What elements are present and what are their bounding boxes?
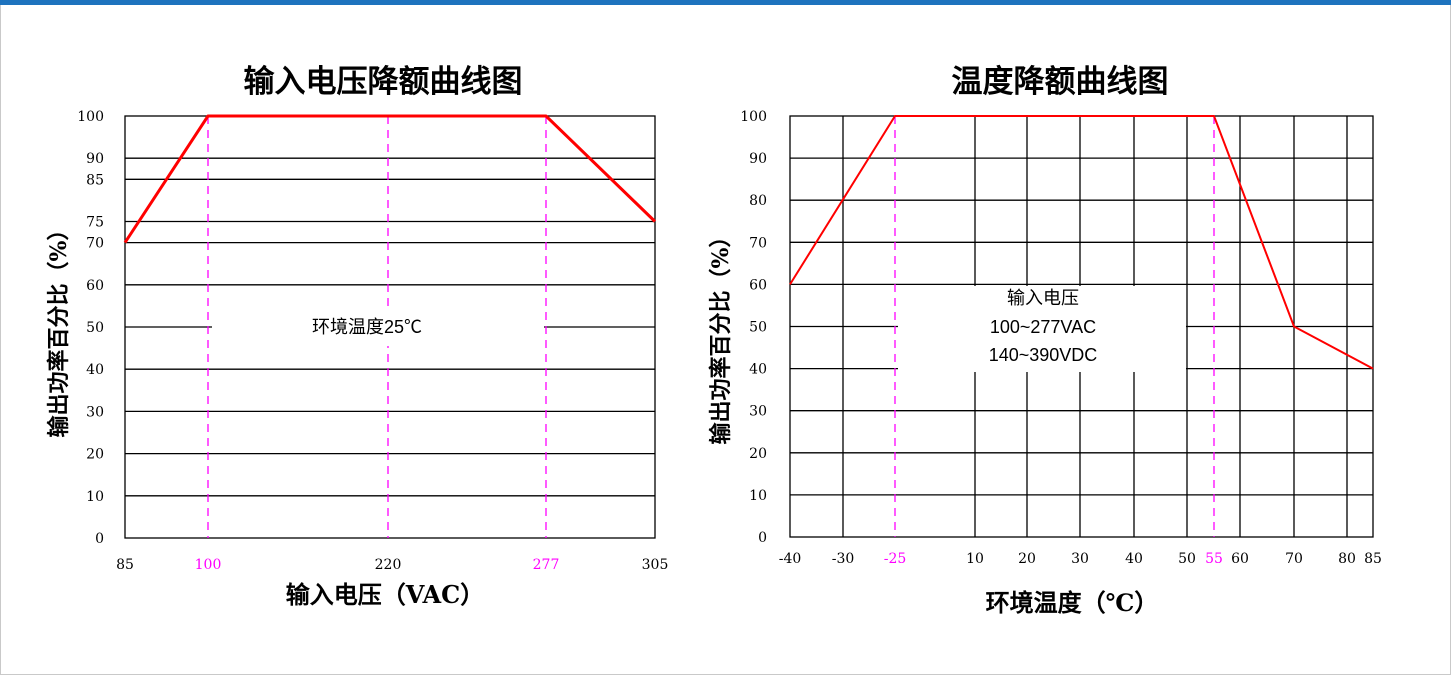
x-tick-label: 20 xyxy=(1018,551,1036,567)
x-tick-label: -25 xyxy=(884,551,907,567)
chart2-y-ticks: 0 10 20 30 40 50 60 70 80 90 100 xyxy=(740,109,767,546)
chart2-y-axis-title: 输出功率百分比（%） xyxy=(708,226,734,445)
chart2-annotation-bg xyxy=(898,286,1186,372)
x-tick-label: 10 xyxy=(966,551,984,567)
voltage-derating-chart: 输入电压降额曲线图 0 10 20 30 40 50 60 70 75 85 90 100 85 100… xyxy=(46,64,668,609)
chart1-y-axis-title: 输出功率百分比（%） xyxy=(46,219,72,438)
derating-curve xyxy=(123,114,657,244)
chart2-annotation-line-2: 100~277VAC xyxy=(990,317,1096,337)
x-tick-label: 55 xyxy=(1205,551,1223,567)
x-tick-label: -30 xyxy=(832,551,855,567)
chart2-annotation: 输入电压 100~277VAC 140~390VDC xyxy=(989,288,1098,365)
y-tick-label: 75 xyxy=(86,215,104,231)
y-tick-label: 0 xyxy=(95,531,104,547)
y-tick-label: 85 xyxy=(86,172,104,188)
y-tick-label: 70 xyxy=(86,236,104,252)
chart2-annotation-line-3: 140~390VDC xyxy=(989,345,1098,365)
chart1-x-axis-title: 输入电压（VAC） xyxy=(286,580,484,609)
x-tick-label: -40 xyxy=(779,551,802,567)
y-tick-label: 70 xyxy=(749,235,767,251)
y-tick-label: 10 xyxy=(749,488,767,504)
y-tick-label: 90 xyxy=(749,151,767,167)
x-tick-label: 277 xyxy=(533,557,560,573)
y-tick-label: 80 xyxy=(749,193,767,209)
x-tick-label: 70 xyxy=(1285,551,1303,567)
y-tick-label: 30 xyxy=(749,404,767,420)
y-tick-label: 30 xyxy=(86,404,104,420)
chart1-annotation-bg xyxy=(212,306,544,346)
x-tick-label: 100 xyxy=(195,557,222,573)
chart1-grid xyxy=(124,115,656,539)
chart2-curve xyxy=(789,115,1374,370)
temperature-derating-chart: 温度降额曲线图 0 10 20 30 40 50 60 70 80 90 100 -40 -30 -25… xyxy=(708,64,1382,617)
chart2-x-axis-title: 环境温度（℃） xyxy=(986,588,1159,617)
y-tick-label: 20 xyxy=(86,447,104,463)
x-tick-label: 85 xyxy=(1364,551,1382,567)
y-tick-label: 100 xyxy=(740,109,767,125)
top-accent-bar xyxy=(0,0,1451,5)
y-tick-label: 100 xyxy=(77,109,104,125)
y-tick-label: 20 xyxy=(749,446,767,462)
y-tick-label: 60 xyxy=(86,278,104,294)
chart2-reference-lines xyxy=(894,116,1215,537)
chart2-annotation-line-1: 输入电压 xyxy=(1007,288,1079,308)
chart2-x-ticks: -40 -30 -25 10 20 30 40 50 55 60 70 80 85 xyxy=(779,551,1382,567)
x-tick-label: 40 xyxy=(1125,551,1143,567)
x-tick-label: 30 xyxy=(1071,551,1089,567)
x-tick-label: 85 xyxy=(116,557,134,573)
y-tick-label: 0 xyxy=(758,530,767,546)
y-tick-label: 90 xyxy=(86,151,104,167)
y-tick-label: 60 xyxy=(749,277,767,293)
chart1-annotation: 环境温度25℃ xyxy=(312,317,422,337)
x-tick-label: 60 xyxy=(1231,551,1249,567)
chart2-title: 温度降额曲线图 xyxy=(952,64,1169,100)
y-tick-label: 10 xyxy=(86,489,104,505)
x-tick-label: 50 xyxy=(1178,551,1196,567)
y-tick-label: 50 xyxy=(86,320,104,336)
y-tick-label: 40 xyxy=(86,362,104,378)
y-tick-label: 50 xyxy=(749,320,767,336)
x-tick-label: 305 xyxy=(642,557,669,573)
x-tick-label: 80 xyxy=(1338,551,1356,567)
x-tick-label: 220 xyxy=(375,557,402,573)
chart1-curve xyxy=(123,114,657,244)
chart1-y-ticks: 0 10 20 30 40 50 60 70 75 85 90 100 xyxy=(77,109,104,547)
chart1-title: 输入电压降额曲线图 xyxy=(244,64,523,100)
y-tick-label: 40 xyxy=(749,362,767,378)
chart1-x-ticks: 85 100 220 277 305 xyxy=(116,557,668,573)
derating-curve xyxy=(789,115,1374,370)
